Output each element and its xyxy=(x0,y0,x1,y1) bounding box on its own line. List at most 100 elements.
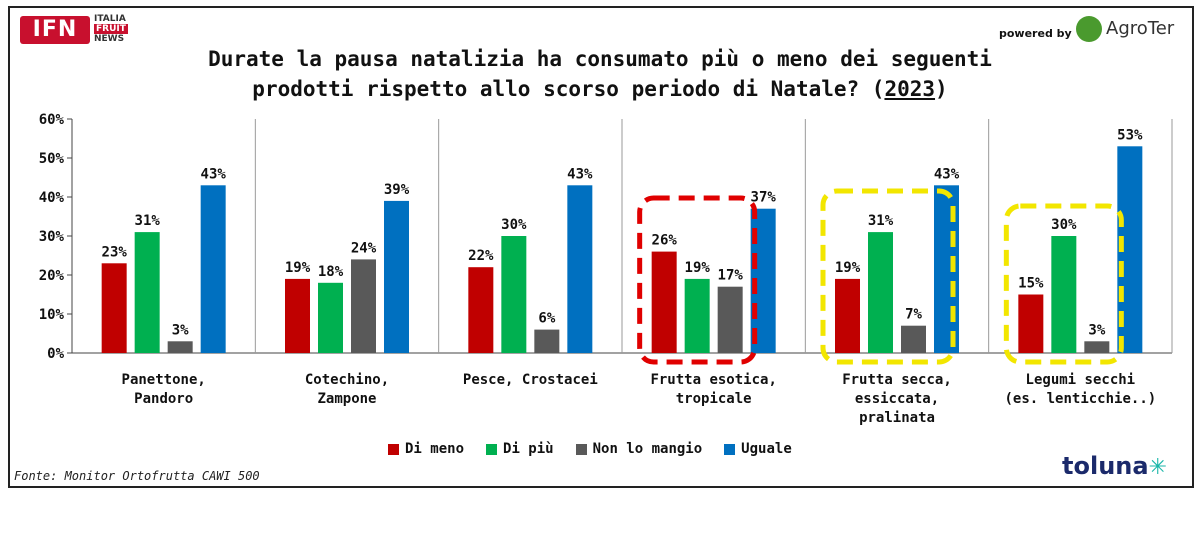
y-tick-label-5: 50% xyxy=(39,151,65,167)
category-label-4-2: pralinata xyxy=(859,410,935,426)
bar-2-0 xyxy=(468,267,494,353)
data-label-3-3: 37% xyxy=(751,190,777,206)
data-label-1-2: 24% xyxy=(351,240,377,256)
ifn-logo-mark: IFN xyxy=(20,16,90,44)
legend-label-0: Di meno xyxy=(405,441,465,457)
chart-title-line1: Durate la pausa natalizia ha consumato p… xyxy=(208,47,992,71)
y-tick-label-3: 30% xyxy=(39,229,65,245)
highlight-box-1 xyxy=(820,188,956,365)
bar-4-0 xyxy=(835,278,860,353)
category-label-4-0: Frutta secca, xyxy=(842,372,952,388)
chart-title-line2-text: prodotti rispetto allo scorso periodo di… xyxy=(252,77,885,101)
legend-label-1: Di più xyxy=(503,441,554,457)
data-label-2-1: 30% xyxy=(501,217,527,233)
toluna-logo: toluna✳ xyxy=(1062,452,1167,480)
data-label-4-0: 19% xyxy=(835,260,861,276)
bar-0-2 xyxy=(167,341,193,353)
bar-3-2 xyxy=(717,286,743,353)
data-label-1-3: 39% xyxy=(384,182,410,198)
bar-1-0 xyxy=(285,278,310,353)
legend-swatch-1 xyxy=(486,443,498,455)
category-label-5-1: (es. lenticchie..) xyxy=(1004,391,1156,407)
data-label-4-3: 43% xyxy=(934,166,960,182)
category-label-5-0: Legumi secchi xyxy=(1026,372,1136,388)
bar-2-1 xyxy=(501,236,527,353)
highlight-box-0 xyxy=(637,195,758,365)
agroter-logo: AgroTer xyxy=(1076,14,1186,46)
data-label-0-2: 3% xyxy=(172,322,189,338)
legend-label-3: Uguale xyxy=(741,441,792,457)
bar-0-3 xyxy=(200,185,226,353)
data-label-5-0: 15% xyxy=(1018,276,1044,292)
y-tick-label-1: 10% xyxy=(39,307,65,323)
bar-5-1 xyxy=(1051,236,1077,353)
bar-5-2 xyxy=(1084,341,1110,353)
y-tick-label-2: 20% xyxy=(39,268,65,284)
legend-label-2: Non lo mangio xyxy=(592,441,703,457)
data-label-2-3: 43% xyxy=(567,166,593,182)
data-label-3-0: 26% xyxy=(652,233,678,249)
agroter-logo-text: AgroTer xyxy=(1106,18,1175,39)
bar-5-0 xyxy=(1018,294,1044,353)
category-label-1-1: Zampone xyxy=(317,391,376,407)
data-label-1-0: 19% xyxy=(285,260,311,276)
legend-item-1: Di più xyxy=(486,441,554,457)
category-label-0-0: Panettone, xyxy=(122,372,206,388)
legend-item-2: Non lo mangio xyxy=(575,441,703,457)
bar-1-1 xyxy=(318,282,343,353)
data-label-5-2: 3% xyxy=(1088,322,1105,338)
ifn-logo-tagline: ITALIA FRUIT NEWS xyxy=(94,14,144,44)
bar-2-2 xyxy=(534,329,560,353)
source-note: Fonte: Monitor Ortofrutta CAWI 500 xyxy=(14,469,260,483)
legend-swatch-3 xyxy=(724,443,736,455)
chart-title-year: 2023 xyxy=(884,77,936,101)
y-tick-label-6: 60% xyxy=(39,112,65,128)
category-label-1-0: Cotechino, xyxy=(305,372,389,388)
bar-2-3 xyxy=(567,185,593,353)
agroter-leaf-icon xyxy=(1076,16,1102,42)
data-label-1-1: 18% xyxy=(318,264,344,280)
bar-3-0 xyxy=(651,251,677,353)
data-label-4-2: 7% xyxy=(905,307,922,323)
legend-swatch-0 xyxy=(388,443,399,455)
data-label-5-1: 30% xyxy=(1051,217,1077,233)
bar-1-3 xyxy=(384,200,409,353)
data-label-3-2: 17% xyxy=(718,268,744,284)
chart-title-line2: prodotti rispetto allo scorso periodo di… xyxy=(110,74,1090,104)
toluna-logo-text: toluna xyxy=(1062,452,1149,480)
highlight-box-2 xyxy=(1003,203,1124,365)
data-label-5-3: 53% xyxy=(1117,127,1143,143)
bar-4-2 xyxy=(901,325,926,353)
bar-4-1 xyxy=(868,232,893,353)
chart-legend: Di meno Di più Non lo mangio Uguale xyxy=(388,439,792,459)
data-label-4-1: 31% xyxy=(868,213,894,229)
y-tick-label-0: 0% xyxy=(47,346,64,362)
powered-by-label: powered by xyxy=(999,27,1072,40)
ifn-tagline-2: FRUIT xyxy=(94,24,128,34)
ifn-tagline-3: NEWS xyxy=(94,34,125,44)
category-label-3-0: Frutta esotica, xyxy=(650,372,776,388)
category-label-2-0: Pesce, Crostacei xyxy=(463,372,598,388)
category-label-0-1: Pandoro xyxy=(134,391,193,407)
data-label-0-0: 23% xyxy=(102,244,128,260)
bar-0-1 xyxy=(134,232,160,353)
data-label-2-2: 6% xyxy=(538,311,555,327)
ifn-tagline-1: ITALIA xyxy=(94,14,126,24)
data-label-0-3: 43% xyxy=(201,166,227,182)
legend-item-3: Uguale xyxy=(724,441,792,457)
ifn-logo: IFN ITALIA FRUIT NEWS xyxy=(20,14,140,46)
chart-title-end: ) xyxy=(935,77,948,101)
y-tick-label-4: 40% xyxy=(39,190,65,206)
data-label-2-0: 22% xyxy=(468,248,494,264)
data-label-3-1: 19% xyxy=(685,260,711,276)
legend-swatch-2 xyxy=(575,443,587,455)
legend-item-0: Di meno xyxy=(388,441,464,457)
toluna-star-icon: ✳ xyxy=(1148,455,1167,480)
bar-0-0 xyxy=(101,263,127,353)
bar-3-1 xyxy=(684,278,710,353)
category-label-4-1: essiccata, xyxy=(855,391,939,407)
chart-title: Durate la pausa natalizia ha consumato p… xyxy=(110,44,1090,104)
data-label-0-1: 31% xyxy=(135,213,161,229)
category-label-3-1: tropicale xyxy=(676,391,752,407)
